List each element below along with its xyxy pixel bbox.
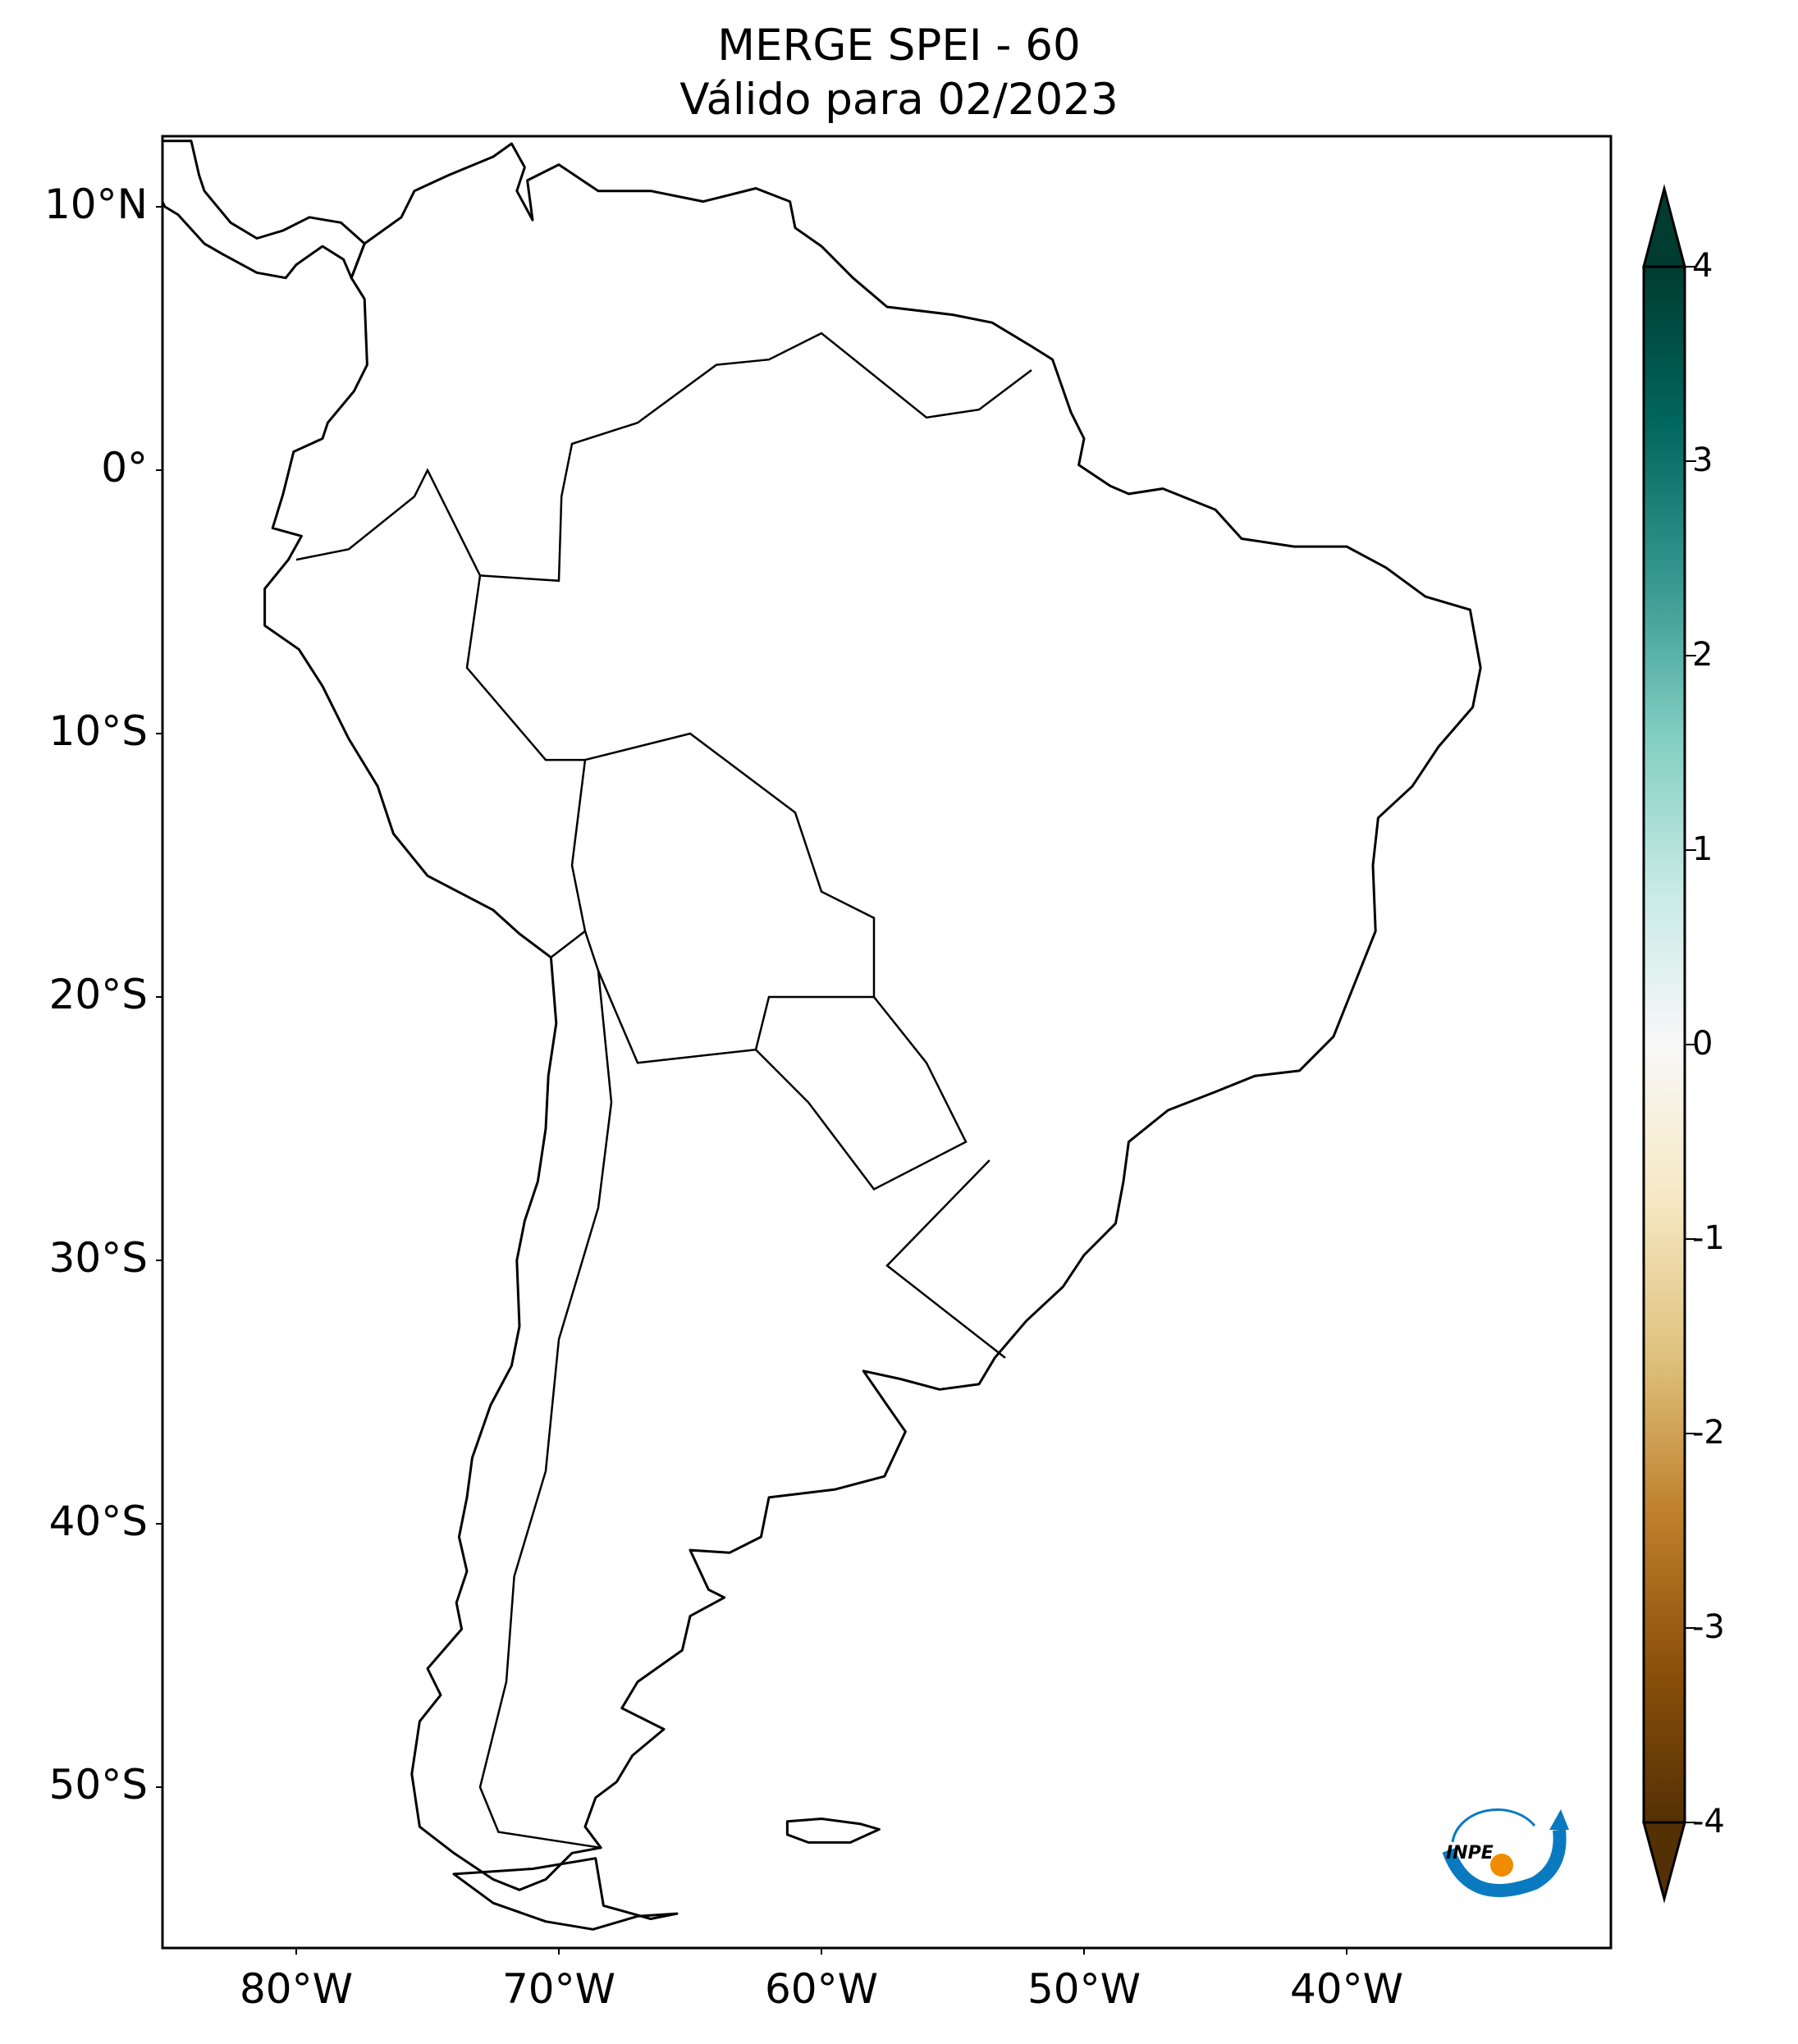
- spei-anomaly-region: [480, 1313, 795, 1418]
- map-subtitle: Válido para 02/2023: [679, 75, 1119, 125]
- coastline: [263, 142, 1482, 1891]
- spei-anomaly-region: [428, 786, 585, 891]
- colorbar-extend-min: [1642, 1821, 1686, 1904]
- lat-tick-label: 10°N: [43, 181, 148, 228]
- lon-tick-label: 60°W: [764, 1965, 879, 2013]
- colorbar: [156, 184, 1696, 1955]
- colorbar-tick-label: 3: [1692, 441, 1713, 479]
- spei-anomaly-region: [926, 1077, 1137, 1287]
- coastline: [162, 139, 366, 280]
- spei-anomaly-region: [533, 1182, 690, 1339]
- spei-anomaly-region: [795, 1287, 953, 1392]
- spei-anomaly-region: [1163, 550, 1425, 812]
- lon-tick-label: 50°W: [1027, 1965, 1141, 2013]
- spei-anomaly-region: [1058, 734, 1373, 997]
- colorbar-tick-label: -1: [1692, 1219, 1725, 1257]
- lon-tick-label: 40°W: [1289, 1965, 1404, 2013]
- colorbar-tick-label: -4: [1692, 1803, 1725, 1841]
- spei-anomaly-region: [611, 761, 874, 971]
- map-title: MERGE SPEI - 60: [717, 21, 1081, 71]
- coastlines: [162, 139, 1482, 1931]
- spei-anomaly-region: [953, 497, 1215, 707]
- spei-anomaly-region: [611, 1103, 769, 1260]
- lat-tick-label: 50°S: [48, 1761, 148, 1809]
- spei-anomaly-region: [414, 1603, 493, 1866]
- country-border: [885, 1159, 1006, 1359]
- spei-anomaly-region: [821, 1116, 926, 1195]
- spei-anomaly-region: [664, 1577, 874, 1735]
- spei-anomaly-region: [480, 444, 848, 654]
- colorbar-body: [1642, 265, 1686, 1824]
- svg-text:INPE: INPE: [1446, 1843, 1494, 1863]
- lat-tick-label: 30°S: [48, 1234, 148, 1282]
- lat-tick-label: 20°S: [48, 971, 148, 1018]
- coastline: [785, 1818, 881, 1844]
- spei-anomaly-region: [493, 1366, 572, 1681]
- country-border: [295, 468, 587, 958]
- country-border: [583, 732, 876, 1064]
- lon-tick-label: 70°W: [501, 1965, 616, 2013]
- spei-anomaly-region: [296, 234, 559, 496]
- colorbar-tick-label: -3: [1692, 1608, 1725, 1646]
- lat-tick-label: 40°S: [48, 1498, 148, 1545]
- colorbar-extend-max: [1642, 184, 1686, 268]
- colorbar-tick-label: 0: [1692, 1025, 1713, 1063]
- inpe-logo: INPE: [1436, 1793, 1576, 1900]
- colorbar-tick-label: 4: [1692, 247, 1713, 285]
- spei-anomaly-region: [533, 286, 1005, 601]
- coastline: [452, 1857, 679, 1931]
- lat-tick-label: 0°: [101, 444, 148, 492]
- country-border: [479, 332, 1032, 583]
- colorbar-tick-label: 1: [1692, 830, 1713, 868]
- lon-tick-label: 80°W: [239, 1965, 354, 2013]
- country-border: [478, 970, 613, 1850]
- colorbar-tick-label: -2: [1692, 1414, 1725, 1452]
- country-border: [755, 996, 968, 1191]
- map-frame: [161, 135, 1613, 1950]
- colorbar-tick-label: 2: [1692, 636, 1713, 674]
- spei-anomaly-region: [296, 524, 506, 786]
- spei-field: [162, 136, 1611, 1948]
- spei-anomaly-region: [454, 1472, 664, 1840]
- lat-tick-label: 10°S: [48, 707, 148, 755]
